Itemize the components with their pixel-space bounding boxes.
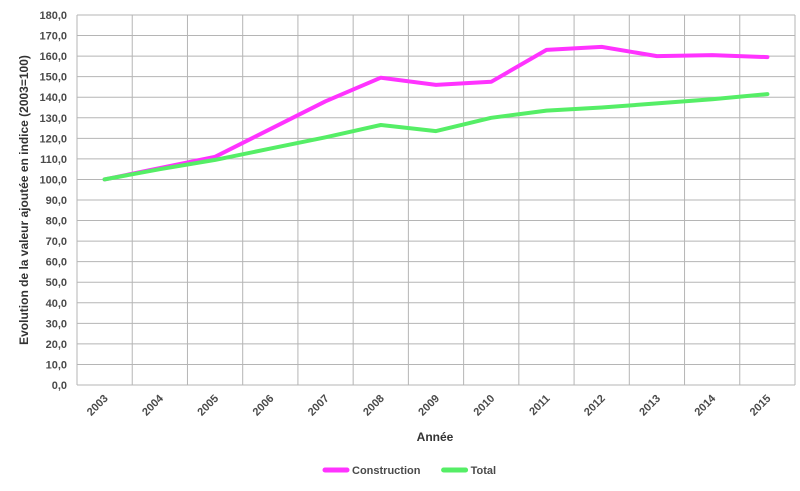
x-tick-label: 2006 — [251, 393, 277, 419]
y-tick-label: 50,0 — [46, 277, 67, 289]
x-tick-label: 2010 — [472, 393, 498, 419]
y-tick-label: 130,0 — [39, 113, 67, 125]
y-tick-label: 160,0 — [39, 51, 67, 63]
x-tick-label: 2012 — [582, 393, 608, 419]
x-tick-label: 2013 — [637, 393, 663, 419]
x-tick-label: 2005 — [195, 393, 221, 419]
y-tick-label: 150,0 — [39, 72, 67, 84]
series-line-construction — [102, 44, 770, 182]
legend-label-total: Total — [471, 465, 496, 477]
y-tick-label: 10,0 — [46, 359, 67, 371]
x-tick-label: 2004 — [140, 392, 166, 418]
y-axis-title: Evolution de la valeur ajoutée en indice… — [17, 55, 31, 345]
y-tick-label: 20,0 — [46, 339, 67, 351]
x-tick-label: 2009 — [416, 393, 442, 419]
y-tick-label: 100,0 — [39, 174, 67, 186]
legend-label-construction: Construction — [352, 465, 421, 477]
series-line-total — [102, 92, 770, 182]
y-tick-label: 170,0 — [39, 31, 67, 43]
y-tick-labels: 0,0 10,0 20,0 30,0 40,0 50,0 60,0 70,0 80,0 90,0 1… — [39, 10, 67, 392]
y-tick-label: 140,0 — [39, 92, 67, 104]
y-tick-label: 110,0 — [40, 154, 67, 166]
series-lines — [102, 44, 770, 182]
y-tick-label: 40,0 — [46, 298, 67, 310]
y-tick-label: 180,0 — [39, 10, 67, 22]
x-tick-label: 2003 — [85, 393, 111, 419]
x-tick-labels: 2003 2004 2005 2006 2007 2008 2009 2010 2011 2012… — [85, 392, 774, 418]
y-tick-label: 0,0 — [52, 380, 67, 392]
y-tick-label: 120,0 — [39, 133, 67, 145]
y-tick-label: 70,0 — [46, 236, 67, 248]
y-tick-label: 90,0 — [46, 195, 67, 207]
y-tick-label: 30,0 — [46, 318, 67, 330]
y-tick-label: 80,0 — [46, 216, 67, 228]
x-tick-label: 2014 — [692, 392, 718, 418]
gridlines — [76, 14, 796, 386]
x-tick-label: 2015 — [748, 393, 774, 419]
x-tick-label: 2011 — [527, 393, 552, 418]
y-tick-label: 60,0 — [46, 257, 67, 269]
x-tick-label: 2007 — [306, 393, 332, 419]
x-tick-label: 2008 — [361, 393, 387, 419]
x-axis-title: Année — [417, 430, 454, 444]
legend: Construction Total — [322, 465, 496, 477]
